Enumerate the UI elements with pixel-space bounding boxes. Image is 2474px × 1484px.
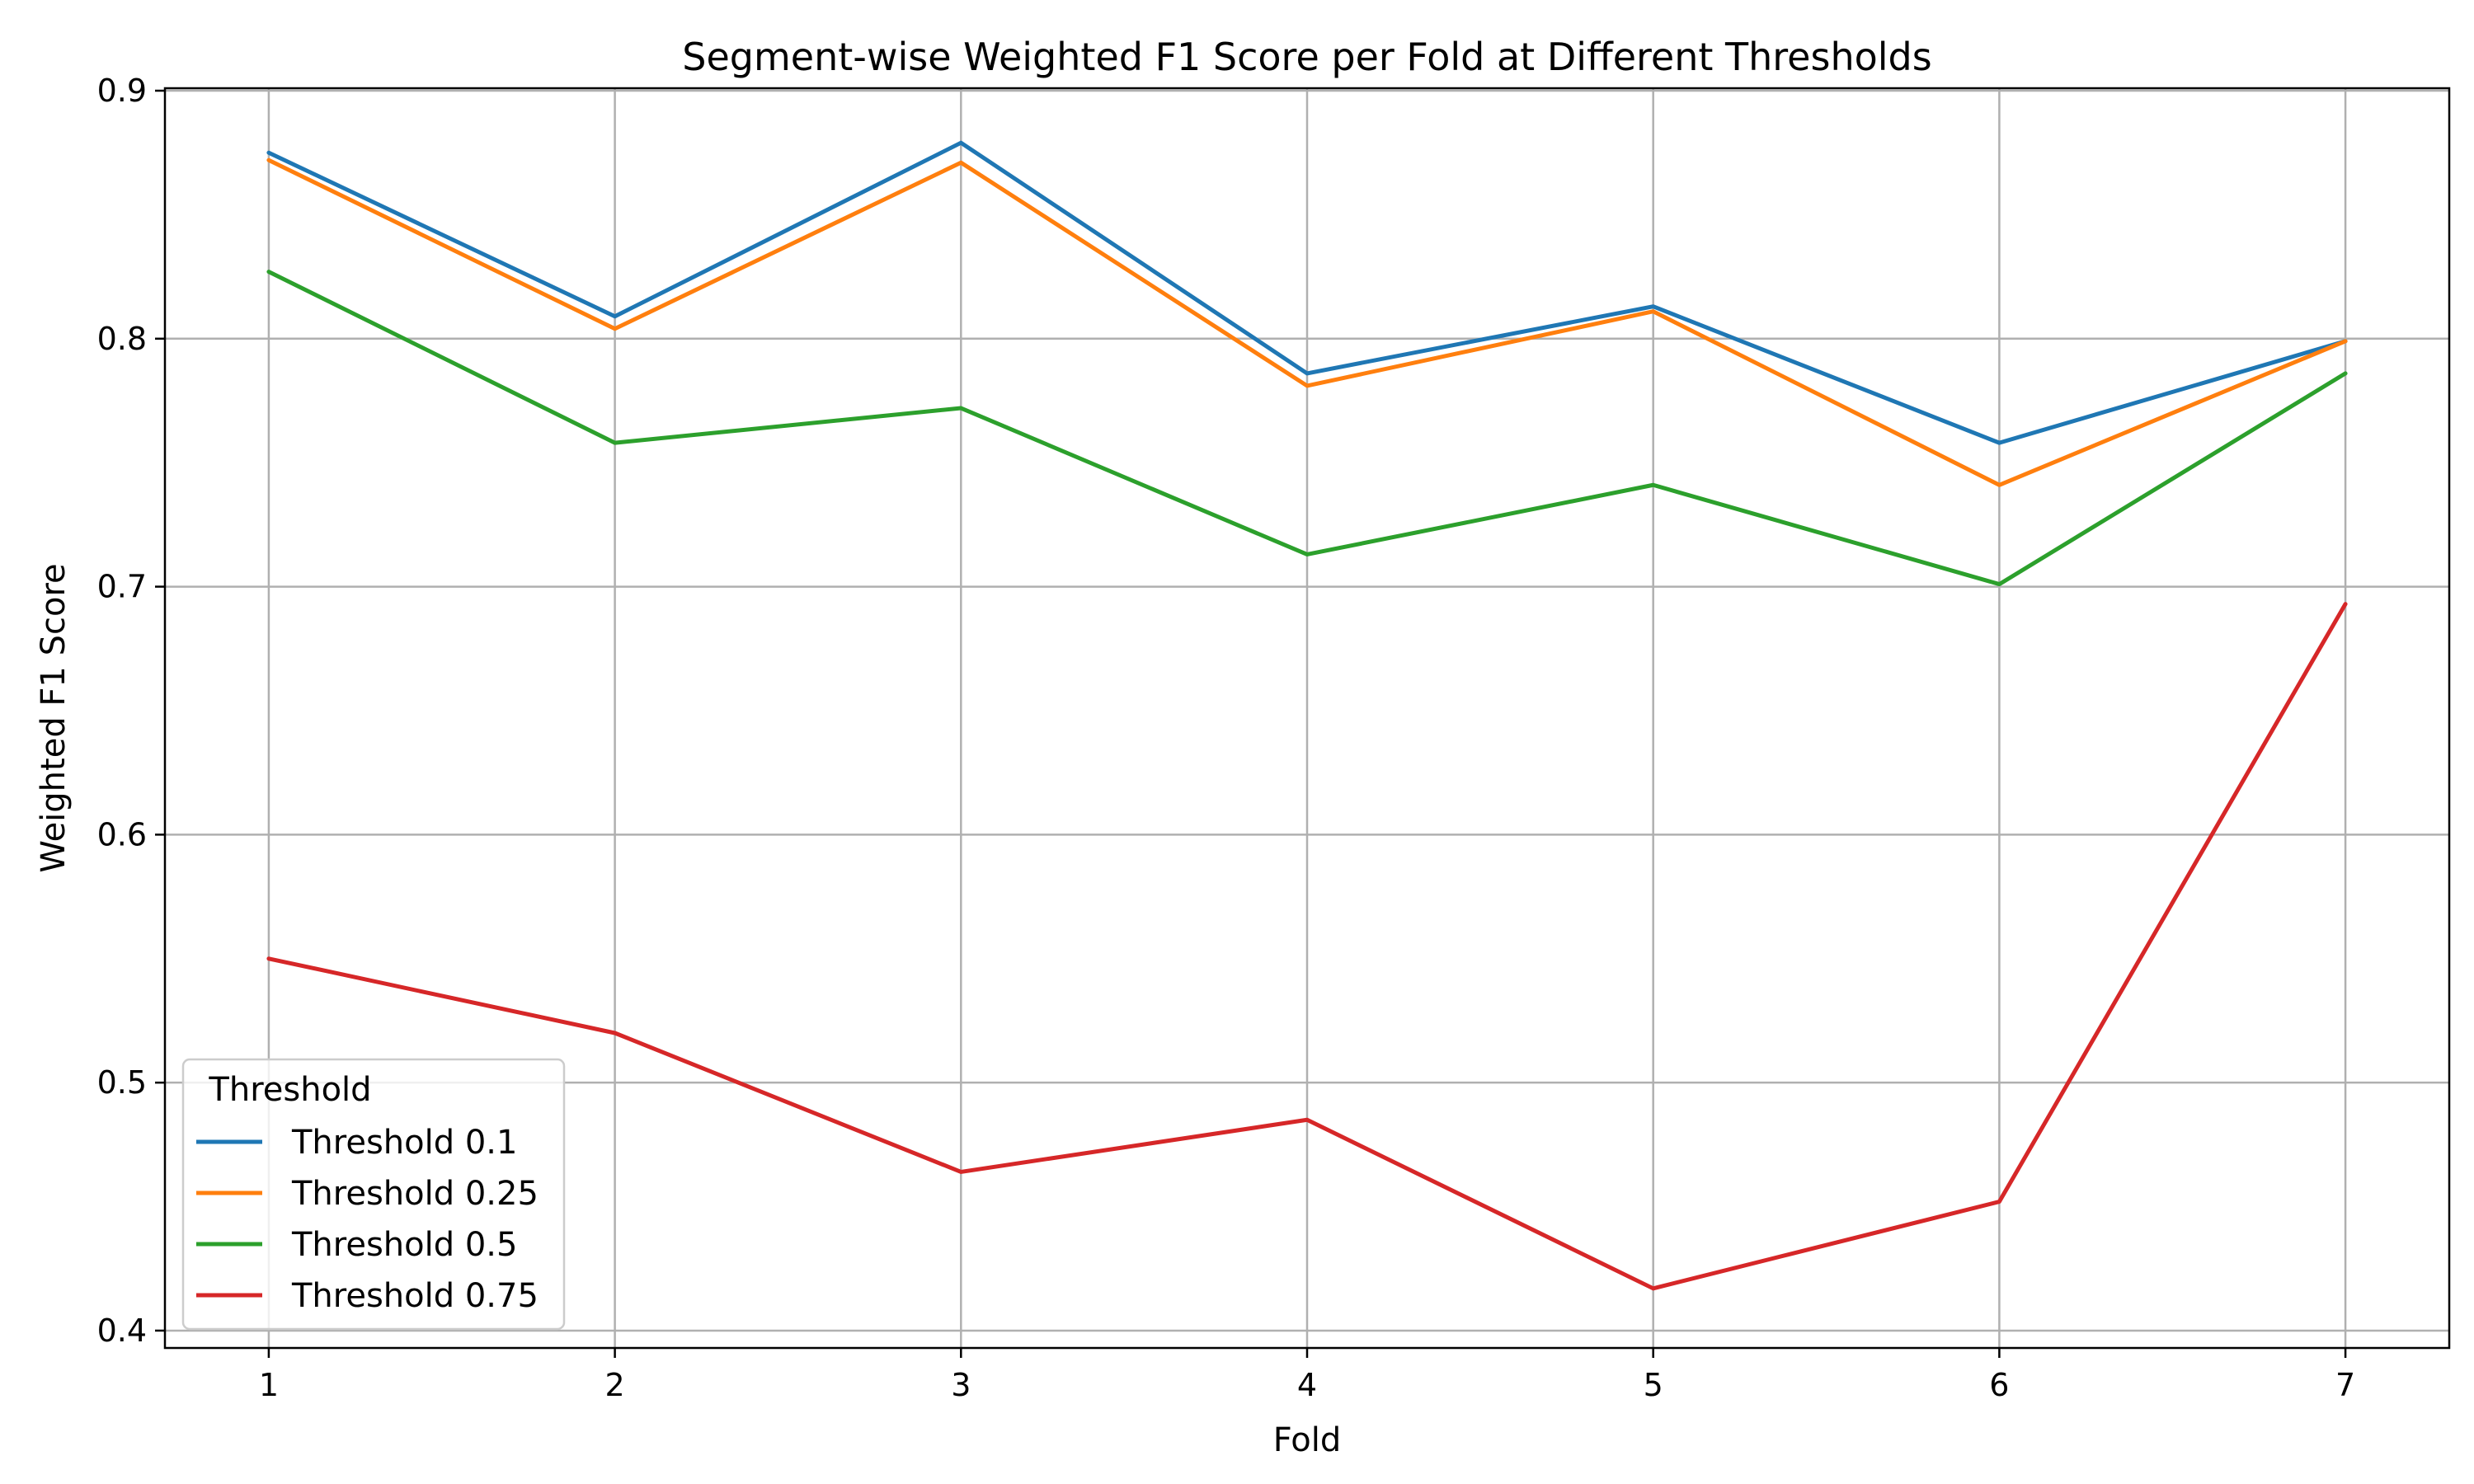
x-tick-label: 7 — [2335, 1367, 2355, 1403]
y-axis: 0.4 0.5 0.6 0.7 0.8 0.9 — [97, 73, 165, 1349]
y-tick-label: 0.8 — [97, 321, 147, 357]
legend-label-3: Threshold 0.5 — [291, 1226, 517, 1264]
x-axis: 1 2 3 4 5 6 7 — [259, 1348, 2355, 1403]
y-tick-label: 0.5 — [97, 1064, 147, 1101]
legend: Threshold Threshold 0.1 Threshold 0.25 Thre… — [181, 1058, 566, 1331]
series-line-4 — [266, 602, 2348, 1291]
series-line-2 — [266, 157, 2348, 487]
grid — [165, 88, 2449, 1348]
legend-label-2: Threshold 0.25 — [291, 1175, 539, 1213]
chart-title: Segment-wise Weighted F1 Score per Fold … — [682, 35, 1931, 79]
legend-label-4: Threshold 0.75 — [291, 1277, 539, 1315]
y-tick-label: 0.6 — [97, 816, 147, 852]
x-tick-label: 2 — [605, 1367, 625, 1403]
x-tick-label: 6 — [1989, 1367, 2009, 1403]
legend-box — [181, 1058, 566, 1331]
x-tick-label: 5 — [1644, 1367, 1663, 1403]
legend-label-1: Threshold 0.1 — [291, 1124, 517, 1162]
y-tick-label: 0.9 — [97, 73, 147, 109]
series-line-1 — [266, 140, 2348, 445]
x-tick-label: 4 — [1297, 1367, 1317, 1403]
series-line-3 — [266, 270, 2348, 587]
x-tick-label: 3 — [951, 1367, 971, 1403]
y-tick-label: 0.7 — [97, 569, 147, 605]
x-axis-label: Fold — [1273, 1421, 1342, 1459]
y-tick-label: 0.4 — [97, 1313, 147, 1349]
y-axis-label: Weighted F1 Score — [35, 563, 73, 872]
x-tick-label: 1 — [259, 1367, 279, 1403]
series-lines — [266, 140, 2348, 1291]
legend-title: Threshold — [208, 1071, 371, 1109]
